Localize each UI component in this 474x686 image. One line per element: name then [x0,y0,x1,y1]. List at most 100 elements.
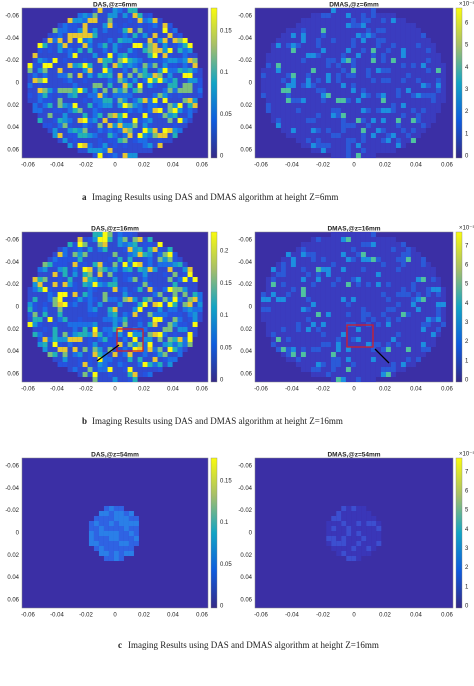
y-tick-label: -0.02 [238,58,252,64]
heatmap-cell [137,38,143,43]
heatmap-cell [385,267,391,272]
heatmap-cell [52,118,58,123]
heatmap-cell [72,327,78,332]
heatmap-cell [380,282,386,287]
heatmap-cell [335,143,341,148]
heatmap-cell [380,133,386,138]
heatmap-cell [371,521,377,526]
heatmap-cell [265,93,271,98]
heatmap-cell [390,247,396,252]
heatmap-cell [52,88,58,93]
heatmap-cell [47,73,53,78]
heatmap-cell [400,367,406,372]
heatmap-cell [117,237,123,242]
heatmap-cell [320,282,326,287]
heatmap-cell [167,123,173,128]
heatmap-cell [47,53,53,58]
heatmap-cell [82,18,88,23]
heatmap-cell [425,103,431,108]
heatmap-cell [290,307,296,312]
heatmap-cell [390,38,396,43]
heatmap-cell [72,317,78,322]
heatmap-cell [285,133,291,138]
heatmap-cell [420,327,426,332]
heatmap-cell [127,357,133,362]
heatmap-cell [365,38,371,43]
heatmap-cell [167,327,173,332]
heatmap-cell [82,38,88,43]
heatmap-cell [142,53,148,58]
heatmap-cell [300,93,306,98]
heatmap-cell [315,257,321,262]
heatmap-cell [335,372,341,377]
heatmap-cell [355,23,361,28]
heatmap-cell [132,38,138,43]
heatmap-cell [112,128,118,133]
heatmap-cell [290,342,296,347]
heatmap-cell [157,118,163,123]
heatmap-cell [147,83,153,88]
heatmap-cell [300,262,306,267]
heatmap-cell [62,322,68,327]
heatmap-cell [310,113,316,118]
heatmap-cell [127,38,133,43]
heatmap-cell [172,292,178,297]
heatmap-cell [32,83,38,88]
heatmap-cell [72,352,78,357]
heatmap-cell [197,73,203,78]
heatmap-cell [157,58,163,63]
y-tick-label: 0.06 [7,598,19,604]
heatmap-cell [182,262,188,267]
heatmap-cell [87,242,93,247]
heatmap-cell [127,133,133,138]
heatmap-cell [335,287,341,292]
heatmap-cell [117,73,123,78]
heatmap-cell [107,138,113,143]
heatmap-cell [102,367,108,372]
heatmap-cell [182,48,188,53]
heatmap-cell [376,541,382,546]
heatmap-cell [102,83,108,88]
heatmap-cell [117,232,123,237]
heatmap-cell [37,302,43,307]
heatmap-cell [440,78,446,83]
heatmap-cell [187,93,193,98]
heatmap-cell [187,103,193,108]
heatmap-cell [346,511,352,516]
heatmap-cell [320,58,326,63]
heatmap-cell [395,242,401,247]
x-tick-label: 0.04 [167,163,179,169]
heatmap-cell [440,63,446,68]
heatmap-cell [295,312,301,317]
heatmap-cell [345,93,351,98]
heatmap-cell [380,367,386,372]
heatmap-cell [117,13,123,18]
heatmap-cell [295,332,301,337]
heatmap-cell [127,128,133,133]
x-tick-label: 0 [113,613,117,619]
heatmap-cell [385,292,391,297]
heatmap-cell [42,332,48,337]
heatmap-cell [315,317,321,322]
heatmap-cell [375,28,381,33]
heatmap-cell [310,38,316,43]
heatmap-cell [420,337,426,342]
heatmap-cell [62,63,68,68]
heatmap-cell [400,302,406,307]
heatmap-cell [270,282,276,287]
heatmap-cell [167,272,173,277]
heatmap-cell [127,33,133,38]
heatmap-cell [112,33,118,38]
heatmap-cell [290,78,296,83]
heatmap-cell [47,108,53,113]
heatmap-cell [415,78,421,83]
heatmap-cell [152,78,158,83]
heatmap-cell [350,262,356,267]
heatmap-cell [350,13,356,18]
heatmap-cell [172,128,178,133]
heatmap-cell [430,342,436,347]
heatmap-cell [335,38,341,43]
heatmap-cell [405,257,411,262]
heatmap-cell [356,556,362,561]
heatmap-cell [350,302,356,307]
